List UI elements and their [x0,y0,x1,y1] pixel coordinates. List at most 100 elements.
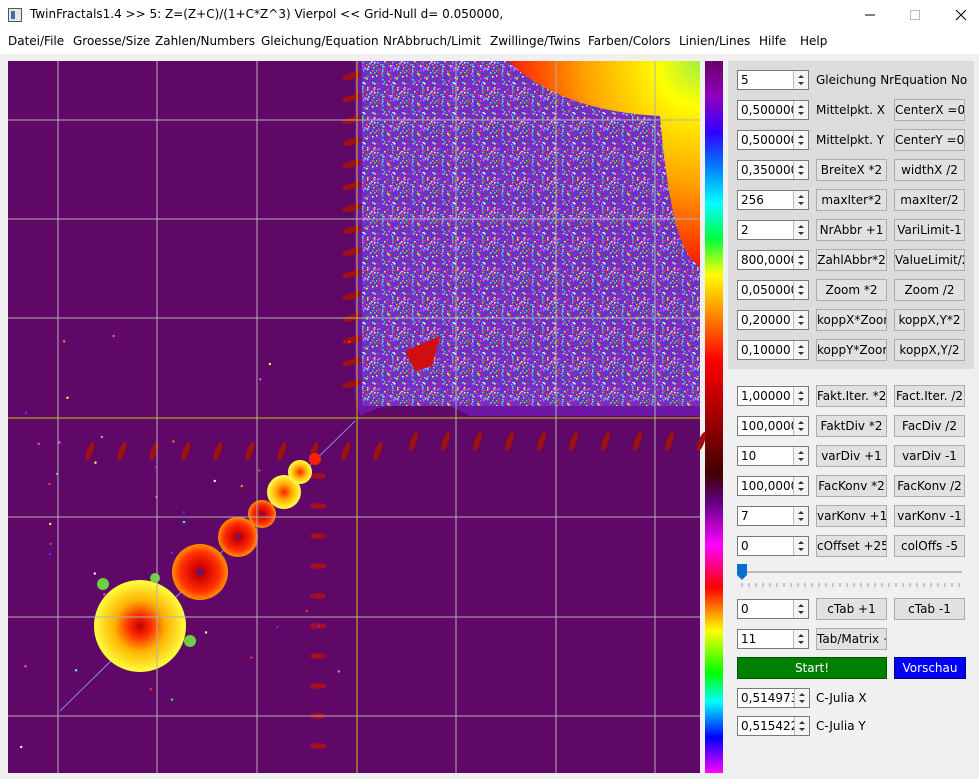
button[interactable]: NrAbbr +1 [816,219,887,241]
button[interactable]: BreiteX *2 [816,159,887,181]
button[interactable]: Tab/Matrix + [816,628,887,650]
menu-item[interactable]: Help [800,34,828,48]
button[interactable]: FacKonv *2 [816,475,887,497]
menu-item[interactable]: Zahlen/Numbers [155,34,256,48]
spin-arrows[interactable] [793,101,808,119]
spin-arrows[interactable] [793,447,808,465]
spin-arrows[interactable] [794,689,809,707]
button[interactable]: koppX,Y/2 [894,339,965,361]
spin-box[interactable]: 100,00000 [737,476,809,496]
spin-box[interactable]: 0,20000 [737,310,809,330]
spin-box[interactable]: 800,00000 [737,250,809,270]
spin-arrows[interactable] [793,630,808,648]
spin-arrows[interactable] [793,507,808,525]
button[interactable]: koppY*Zoom [816,339,887,361]
button[interactable]: FaktDiv *2 [816,415,887,437]
speck [182,520,186,524]
button[interactable]: koppX*Zoom [816,309,887,331]
spin-arrows[interactable] [793,191,808,209]
maximize-button[interactable] [910,10,920,20]
button[interactable]: varKonv -1 [894,505,965,527]
spin-arrows[interactable] [793,387,808,405]
menu-item[interactable]: Zwillinge/Twins [490,34,581,48]
spin-box[interactable]: 0,5149730 [737,688,810,708]
menu-item[interactable]: Hilfe [759,34,787,48]
spin-arrows[interactable] [793,251,808,269]
menu-item[interactable]: Linien/Lines [679,34,751,48]
button[interactable]: widthX /2 [894,159,965,181]
spin-arrows[interactable] [793,281,808,299]
spin-box[interactable]: 0,5000000 [737,130,809,150]
spin-box[interactable]: 7 [737,506,809,526]
slider-thumb[interactable] [737,564,747,580]
button[interactable]: Fakt.Iter. *2 [816,385,887,407]
color-slider[interactable] [736,561,966,591]
spin-box[interactable]: 0,10000 [737,340,809,360]
button[interactable]: maxIter/2 [894,189,965,211]
menu-item[interactable]: NrAbbruch/Limit [383,34,481,48]
spin-arrows[interactable] [794,717,809,735]
button[interactable]: CenterX =0 [894,99,965,121]
spin-arrows[interactable] [793,71,808,89]
button[interactable]: varDiv +1 [816,445,887,467]
button[interactable]: Zoom /2 [894,279,965,301]
start-button[interactable]: Start! [737,657,887,679]
spin-box[interactable]: 10 [737,446,809,466]
speck [49,542,52,546]
button[interactable]: VariLimit-1 [894,219,965,241]
spin-arrows[interactable] [793,600,808,618]
menu-item[interactable]: Datei/File [8,34,65,48]
button[interactable]: ValueLimit/2 [894,249,965,271]
spin-arrows[interactable] [793,311,808,329]
button[interactable]: ZahlAbbr*2 [816,249,887,271]
preview-button[interactable]: Vorschau [894,657,966,679]
speck [94,461,97,464]
spin-arrows[interactable] [793,221,808,239]
streak [600,432,610,452]
button[interactable]: maxIter*2 [816,189,887,211]
spin-arrows[interactable] [793,131,808,149]
spin-box[interactable]: 0,0500000 [737,280,809,300]
button[interactable]: CenterY =0 [894,129,965,151]
button[interactable]: koppX,Y*2 [894,309,965,331]
menu-item[interactable]: Gleichung/Equation [261,34,379,48]
spin-box[interactable]: 11 [737,629,809,649]
streak [310,593,326,599]
speck [100,435,104,439]
spin-arrows[interactable] [793,161,808,179]
spin-box[interactable]: 0 [737,536,809,556]
button[interactable]: varKonv +1 [816,505,887,527]
spin-box[interactable]: 5 [737,70,809,90]
speck [240,484,243,488]
button[interactable]: varDiv -1 [894,445,965,467]
streak [373,441,383,461]
spin-arrows[interactable] [793,341,808,359]
button[interactable]: cTab +1 [816,598,887,620]
spin-box[interactable]: 100,00000 [737,416,809,436]
menu-item[interactable]: Groesse/Size [73,34,151,48]
menu-item[interactable]: Farben/Colors [588,34,671,48]
spin-box[interactable]: 0,5154225 [737,716,810,736]
arrow-icons [798,315,804,325]
close-button[interactable] [955,9,967,21]
button[interactable]: cTab -1 [894,598,965,620]
spin-box[interactable]: 2 [737,220,809,240]
button[interactable]: Fact.Iter. /2 [894,385,965,407]
label: Gleichung Nr [816,73,895,87]
spin-arrows[interactable] [793,537,808,555]
button[interactable]: FacKonv /2 [894,475,965,497]
spin-arrows[interactable] [793,417,808,435]
bubble [267,475,301,509]
button[interactable]: Zoom *2 [816,279,887,301]
button[interactable]: colOffs -5 [894,535,965,557]
button[interactable]: cOffset +25 [816,535,887,557]
speck [58,441,61,444]
button[interactable]: FacDiv /2 [894,415,965,437]
streak [245,441,255,461]
spin-box[interactable]: 1,00000 [737,386,809,406]
spin-box[interactable]: 0,5000000 [737,100,809,120]
spin-box[interactable]: 0 [737,599,809,619]
spin-box[interactable]: 0,3500000 [737,160,809,180]
spin-box[interactable]: 256 [737,190,809,210]
spin-arrows[interactable] [793,477,808,495]
